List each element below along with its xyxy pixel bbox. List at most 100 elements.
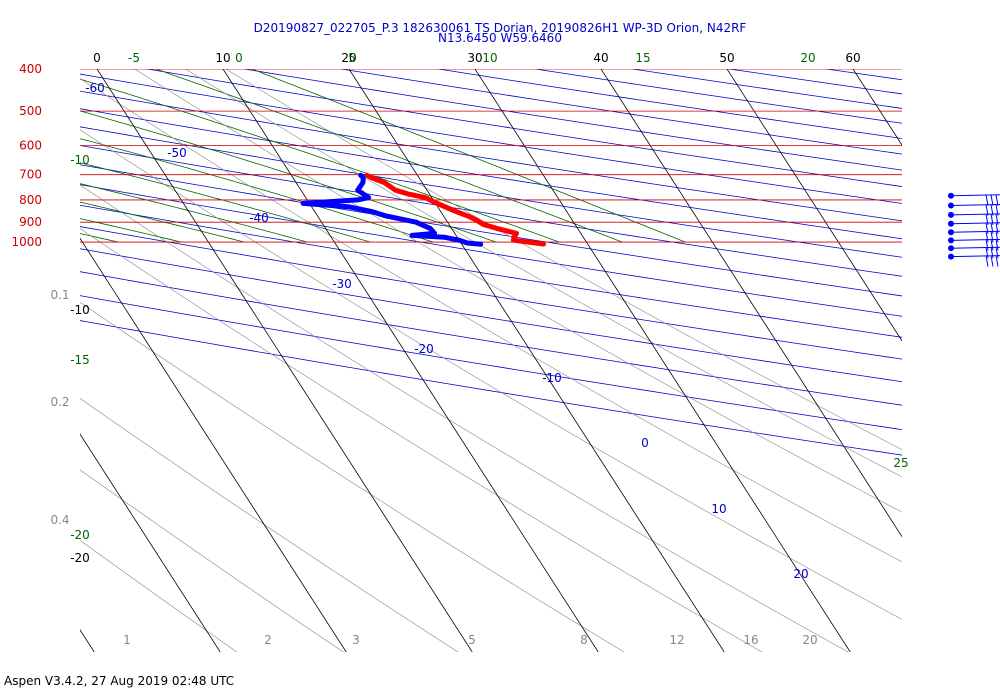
mixing-ratio-label: 3 bbox=[352, 633, 360, 647]
chart-title: D20190827_022705_P.3 182630061 TS Dorian… bbox=[253, 21, 747, 35]
temperature-tick-label: 60 bbox=[845, 51, 860, 65]
wind-barb-flag bbox=[995, 194, 999, 206]
wind-barb-staff bbox=[950, 238, 1000, 241]
mixing-ratio-line bbox=[80, 78, 902, 563]
mixing-ratio-line bbox=[80, 539, 238, 652]
wind-barb-staff bbox=[950, 204, 1000, 207]
pressure-label: 800 bbox=[19, 193, 42, 207]
dry-adiabat-line bbox=[80, 126, 902, 258]
dewpoint-point bbox=[414, 220, 418, 224]
temperature-tick-label: 20 bbox=[341, 51, 356, 65]
mixing-ratio-label: 8 bbox=[580, 633, 588, 647]
dry-adiabat-label: -20 bbox=[414, 342, 434, 356]
mixing-ratio-line bbox=[80, 469, 344, 652]
wind-barb-flag bbox=[990, 231, 994, 243]
wind-barb-flag bbox=[990, 239, 994, 251]
temperature-point bbox=[406, 192, 410, 196]
mixing-ratio-label: 0.2 bbox=[50, 395, 69, 409]
dry-adiabat-line bbox=[80, 204, 902, 338]
dewpoint-point bbox=[361, 175, 365, 179]
pressure-label: 900 bbox=[19, 215, 42, 229]
dewpoint-point bbox=[479, 242, 483, 246]
wind-barb-flag bbox=[985, 239, 989, 251]
isotherm-line bbox=[852, 69, 902, 146]
pressure-label: 400 bbox=[19, 62, 42, 76]
wind-barb-flag bbox=[990, 222, 994, 234]
dewpoint-point bbox=[457, 238, 461, 242]
mixing-ratio-line bbox=[184, 69, 902, 478]
dry-adiabat-line bbox=[80, 320, 902, 456]
wind-barb-flag bbox=[985, 194, 989, 206]
wind-barb-flag bbox=[995, 247, 999, 259]
moist-adiabat-label: 25 bbox=[893, 456, 908, 470]
wind-barb-flag bbox=[985, 247, 989, 259]
dry-adiabat-label: -30 bbox=[332, 277, 352, 291]
moist-adiabat-label: 5 bbox=[348, 51, 356, 65]
dewpoint-point bbox=[356, 198, 360, 202]
temperature-point bbox=[382, 181, 386, 185]
temperature-point bbox=[474, 218, 478, 222]
temperature-point bbox=[454, 209, 458, 213]
temperature-point bbox=[369, 175, 373, 179]
dry-adiabat-line bbox=[242, 69, 902, 171]
moist-adiabat-label: 20 bbox=[800, 51, 815, 65]
dry-adiabat-label: -50 bbox=[167, 146, 187, 160]
mixing-ratio-line bbox=[80, 301, 625, 652]
dry-adiabat-line bbox=[80, 164, 902, 297]
mixing-ratio-label: 1 bbox=[123, 633, 131, 647]
isotherm-line bbox=[348, 69, 725, 652]
temperature-tick-label: 10 bbox=[215, 51, 230, 65]
mixing-ratio-line bbox=[134, 69, 902, 513]
mixing-ratio-line bbox=[80, 398, 459, 652]
mixing-ratio-label: 5 bbox=[468, 633, 476, 647]
temperature-point bbox=[481, 222, 485, 226]
moist-adiabat-label: -5 bbox=[128, 51, 140, 65]
mixing-ratio-line bbox=[80, 129, 902, 620]
temperature-tick-label: 30 bbox=[467, 51, 482, 65]
isotherm-label: -20 bbox=[70, 551, 90, 565]
isotherm-line bbox=[80, 237, 347, 652]
mixing-ratio-label: 0.4 bbox=[50, 513, 69, 527]
wind-barb-flag bbox=[995, 231, 999, 243]
dewpoint-point bbox=[356, 188, 360, 192]
wind-barb-flag bbox=[985, 255, 989, 267]
dry-adiabat-line bbox=[80, 226, 902, 360]
mixing-ratio-label: 0.1 bbox=[50, 288, 69, 302]
dry-adiabat-label: 10 bbox=[711, 502, 726, 516]
dry-adiabat-label: -40 bbox=[249, 211, 269, 225]
temperature-point bbox=[495, 226, 499, 230]
pressure-label: 600 bbox=[19, 139, 42, 153]
temperature-point bbox=[512, 235, 516, 239]
moist-adiabat-label: 0 bbox=[235, 51, 243, 65]
temperature-point bbox=[511, 238, 515, 242]
mixing-ratio-label: 2 bbox=[264, 633, 272, 647]
temperature-tick-label: 50 bbox=[719, 51, 734, 65]
dewpoint-point bbox=[384, 214, 388, 218]
dewpoint-point bbox=[301, 201, 305, 205]
dry-adiabat-line bbox=[80, 90, 902, 222]
temperature-point bbox=[433, 200, 437, 204]
isotherm-line bbox=[726, 69, 902, 342]
isotherm-label: -10 bbox=[70, 303, 90, 317]
pressure-label: 500 bbox=[19, 104, 42, 118]
temperature-tick-label: 0 bbox=[93, 51, 101, 65]
wind-barb-flag bbox=[990, 255, 994, 267]
wind-barb-staff bbox=[950, 246, 1000, 249]
moist-adiabat-label: -10 bbox=[70, 153, 90, 167]
isotherm-line bbox=[222, 69, 599, 652]
dry-adiabat-line bbox=[726, 69, 902, 95]
wind-barb-staff bbox=[950, 255, 1000, 258]
dry-adiabat-line bbox=[532, 69, 902, 124]
wind-barb-flag bbox=[990, 247, 994, 259]
pressure-label: 1000 bbox=[11, 235, 42, 249]
dry-adiabat-line bbox=[888, 64, 1000, 652]
mixing-ratio-line bbox=[225, 69, 902, 450]
wind-barb-staff bbox=[950, 222, 1000, 225]
dry-adiabat-line bbox=[80, 145, 902, 277]
dewpoint-point bbox=[359, 173, 363, 177]
moist-adiabat-label: 15 bbox=[635, 51, 650, 65]
wind-barb-staff bbox=[950, 213, 1000, 216]
footer-version: Aspen V3.4.2, 27 Aug 2019 02:48 UTC bbox=[4, 674, 235, 688]
dry-adiabat-line bbox=[80, 248, 902, 383]
